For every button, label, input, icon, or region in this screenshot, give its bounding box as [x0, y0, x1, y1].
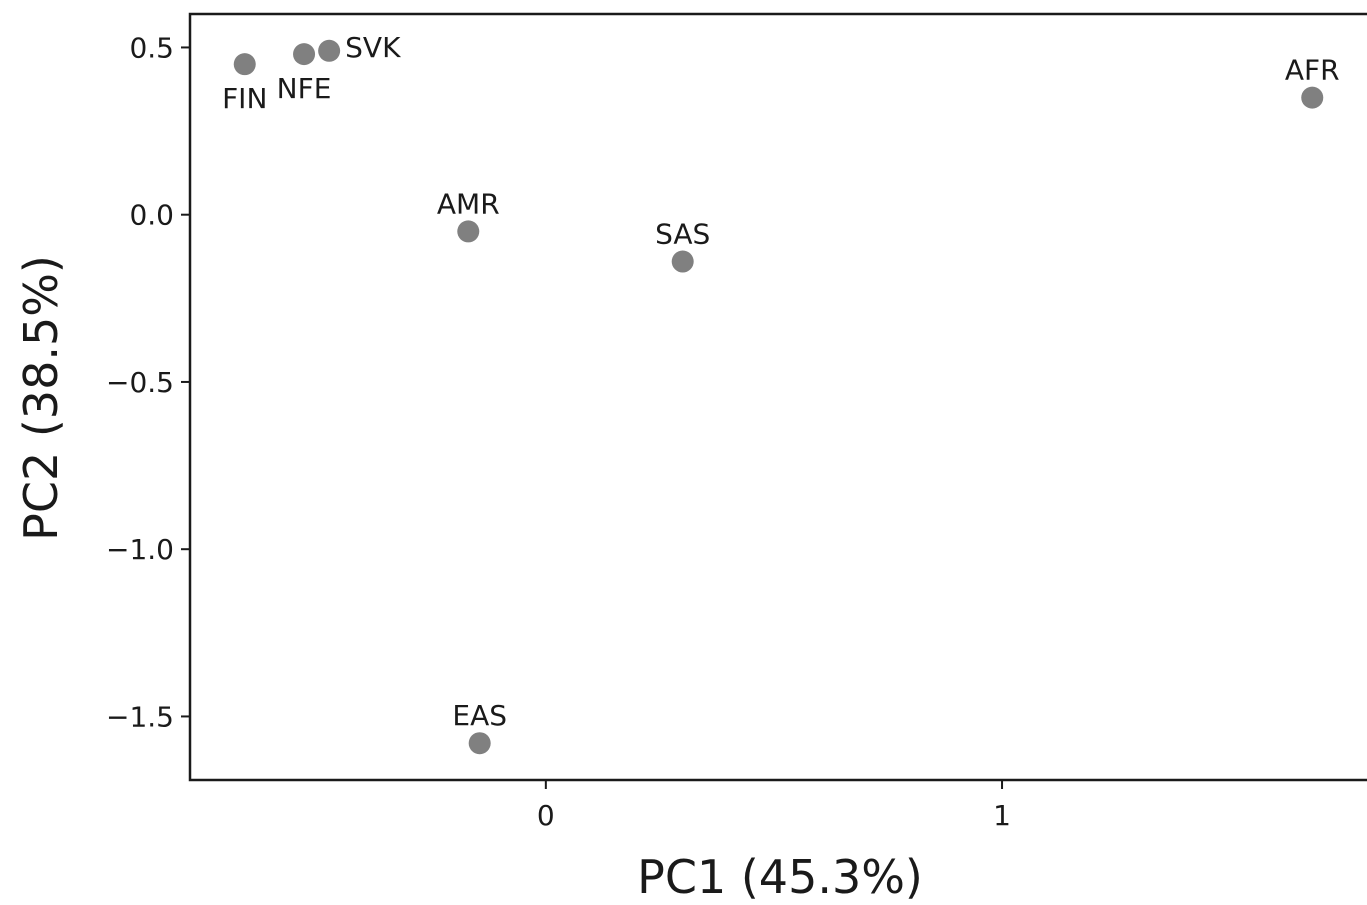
points-layer: FIN NFE SVK AMR SAS EAS AFR: [222, 31, 1340, 755]
y-tick-label: 0.5: [129, 31, 174, 64]
y-tick-label: −1.5: [106, 700, 174, 733]
x-tick-label: 0: [537, 799, 555, 832]
data-point-sas: [671, 250, 694, 273]
data-point-eas: [468, 732, 491, 755]
point-label-afr: AFR: [1285, 54, 1340, 87]
y-axis-label: PC2 (38.5%): [14, 255, 68, 541]
data-point-svk: [318, 39, 341, 62]
x-tick-label: 1: [993, 799, 1011, 832]
point-label-eas: EAS: [452, 699, 507, 732]
point-label-fin: FIN: [222, 82, 267, 115]
y-axis-ticks: 0.5 0.0 −0.5 −1.0 −1.5: [106, 31, 190, 733]
point-label-amr: AMR: [437, 187, 500, 220]
point-label-sas: SAS: [655, 218, 710, 251]
y-tick-label: 0.0: [129, 199, 174, 232]
x-axis-label: PC1 (45.3%): [637, 850, 923, 904]
data-point-nfe: [293, 43, 316, 66]
data-point-afr: [1301, 86, 1324, 109]
point-label-svk: SVK: [345, 31, 401, 64]
point-label-nfe: NFE: [277, 72, 332, 105]
plot-frame: [188, 12, 1367, 782]
y-tick-label: −0.5: [106, 366, 174, 399]
data-point-amr: [457, 220, 480, 243]
y-tick-label: −1.0: [106, 533, 174, 566]
data-point-fin: [233, 53, 256, 76]
